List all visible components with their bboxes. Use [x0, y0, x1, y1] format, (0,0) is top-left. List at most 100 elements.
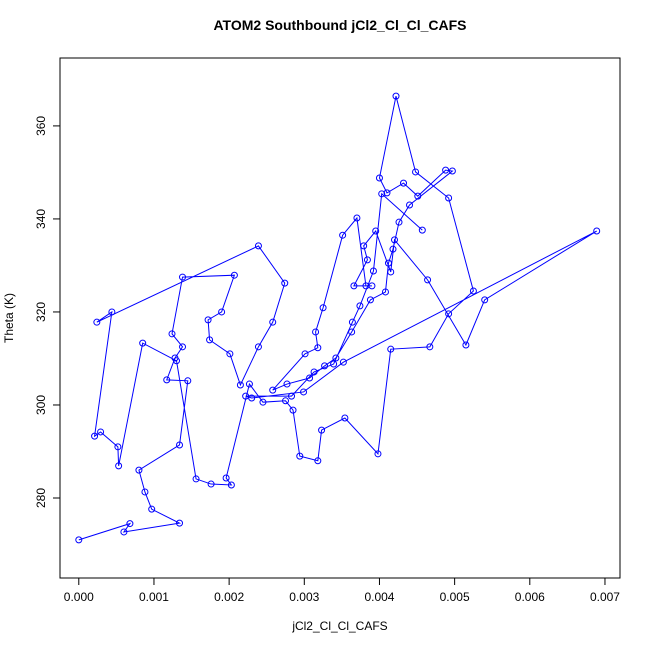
- data-point: [593, 227, 601, 235]
- data-point: [332, 354, 340, 362]
- data-point: [135, 466, 143, 474]
- data-point: [245, 380, 253, 388]
- data-point: [173, 357, 181, 365]
- data-point: [242, 392, 250, 400]
- data-point: [179, 343, 187, 351]
- x-tick-label: 0.007: [590, 590, 620, 604]
- data-point: [330, 360, 338, 368]
- data-point: [387, 268, 395, 276]
- data-point: [204, 316, 212, 324]
- data-point: [312, 328, 320, 336]
- data-point: [218, 308, 226, 316]
- data-point: [321, 362, 329, 370]
- data-point: [269, 386, 277, 394]
- x-tick-label: 0.002: [214, 590, 244, 604]
- data-point: [348, 318, 356, 326]
- data-point: [206, 336, 214, 344]
- x-axis-label: jCl2_Cl_Cl_CAFS: [291, 619, 387, 633]
- data-point: [363, 256, 371, 264]
- data-point: [448, 167, 456, 175]
- data-point: [414, 192, 422, 200]
- data-point: [184, 377, 192, 385]
- data-point: [114, 443, 122, 451]
- x-tick-label: 0.005: [440, 590, 470, 604]
- data-point: [400, 179, 408, 187]
- data-point: [375, 174, 383, 182]
- data-point: [424, 276, 432, 284]
- data-point: [372, 227, 380, 235]
- data-point: [97, 428, 105, 436]
- y-tick-label: 320: [34, 302, 48, 322]
- data-point: [368, 282, 376, 290]
- data-point: [93, 318, 101, 326]
- data-point: [192, 475, 200, 483]
- data-point: [176, 441, 184, 449]
- data-point: [381, 288, 389, 296]
- data-point: [360, 242, 368, 250]
- data-point: [120, 528, 128, 536]
- data-point: [314, 457, 322, 465]
- data-point: [227, 481, 235, 489]
- data-point: [392, 92, 400, 100]
- data-point: [356, 302, 364, 310]
- data-point: [406, 201, 414, 209]
- data-point: [319, 304, 327, 312]
- data-point: [469, 287, 477, 295]
- y-tick-label: 280: [34, 488, 48, 508]
- data-point: [366, 296, 374, 304]
- data-point: [139, 339, 147, 347]
- data-point: [179, 273, 187, 281]
- x-tick-label: 0.001: [139, 590, 169, 604]
- data-point: [412, 168, 420, 176]
- data-point: [310, 368, 318, 376]
- data-point: [481, 296, 489, 304]
- data-point: [387, 345, 395, 353]
- data-point: [281, 279, 289, 287]
- data-point: [301, 350, 309, 358]
- data-point: [378, 190, 386, 198]
- data-point: [300, 388, 308, 396]
- data-point: [306, 374, 314, 382]
- data-point: [269, 318, 277, 326]
- data-point: [108, 308, 116, 316]
- data-point: [462, 341, 470, 349]
- chart-title: ATOM2 Southbound jCl2_Cl_Cl_CAFS: [213, 17, 466, 33]
- data-point: [442, 166, 450, 174]
- data-point: [283, 380, 291, 388]
- data-point: [226, 350, 234, 358]
- x-tick-label: 0.000: [64, 590, 94, 604]
- y-tick-label: 360: [34, 116, 48, 136]
- data-point: [384, 259, 392, 267]
- x-tick-label: 0.003: [289, 590, 319, 604]
- data-point: [288, 392, 296, 400]
- data-point: [341, 414, 349, 422]
- data-point: [222, 474, 230, 482]
- data-point: [236, 381, 244, 389]
- data-point: [353, 214, 361, 222]
- data-point: [248, 394, 256, 402]
- data-point: [141, 488, 149, 496]
- y-tick-label: 340: [34, 209, 48, 229]
- x-tick-label: 0.004: [364, 590, 394, 604]
- data-point: [115, 462, 123, 470]
- series-line: [78, 96, 597, 541]
- data-point: [163, 376, 171, 384]
- data-point: [207, 480, 215, 488]
- x-tick-label: 0.006: [515, 590, 545, 604]
- plot-frame: [59, 57, 621, 579]
- data-point: [296, 452, 304, 460]
- data-point: [282, 397, 290, 405]
- data-point: [318, 426, 326, 434]
- data-point: [176, 519, 184, 527]
- data-point: [369, 267, 377, 275]
- data-point: [383, 189, 391, 197]
- data-point: [339, 231, 347, 239]
- data-point: [426, 343, 434, 351]
- data-point: [445, 310, 453, 318]
- data-point: [389, 245, 397, 253]
- data-point: [126, 520, 134, 528]
- data-point: [374, 450, 382, 458]
- data-point: [348, 328, 356, 336]
- data-point: [230, 271, 238, 279]
